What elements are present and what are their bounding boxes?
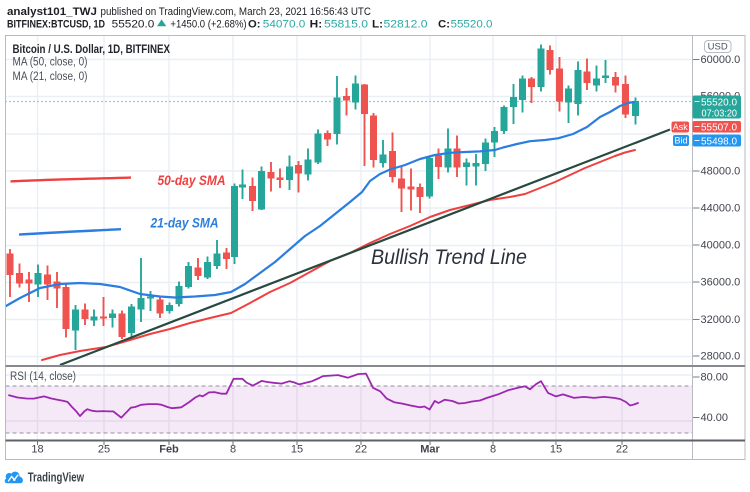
svg-text:C:: C: [438, 19, 450, 31]
svg-text:40.00: 40.00 [701, 412, 729, 424]
svg-text:L:: L: [372, 19, 383, 31]
svg-text:O:: O: [248, 19, 261, 31]
svg-text:8: 8 [230, 444, 236, 456]
svg-text:Bullish Trend Line: Bullish Trend Line [371, 246, 527, 269]
svg-text:8: 8 [490, 444, 496, 456]
svg-text:32000.0: 32000.0 [701, 314, 741, 326]
svg-text:55507.0: 55507.0 [701, 122, 737, 134]
svg-text:60000.0: 60000.0 [701, 54, 741, 66]
svg-text:21-day SMA: 21-day SMA [150, 216, 219, 231]
svg-text:RSI (14, close): RSI (14, close) [10, 371, 76, 383]
svg-text:22: 22 [355, 444, 367, 456]
svg-text:36000.0: 36000.0 [701, 277, 741, 289]
svg-text:55520.0: 55520.0 [701, 97, 737, 109]
svg-text:BITFINEX:BTCUSD, 1D: BITFINEX:BTCUSD, 1D [7, 19, 105, 31]
svg-text:MA (21, close, 0): MA (21, close, 0) [13, 71, 88, 83]
svg-text:44000.0: 44000.0 [701, 203, 741, 215]
svg-text:H:: H: [310, 19, 323, 31]
svg-text:55498.0: 55498.0 [701, 136, 737, 148]
svg-text:50-day SMA: 50-day SMA [158, 173, 226, 188]
svg-text:+1450.0 (+2.68%): +1450.0 (+2.68%) [170, 19, 246, 31]
svg-text:52812.0: 52812.0 [384, 19, 428, 31]
svg-text:40000.0: 40000.0 [701, 240, 741, 252]
svg-text:55520.0: 55520.0 [451, 19, 493, 31]
svg-text:analyst101_TWJ: analyst101_TWJ [7, 6, 97, 18]
svg-text:07:03:20: 07:03:20 [702, 108, 738, 120]
svg-text:Bid: Bid [674, 136, 687, 146]
svg-text:15: 15 [291, 444, 303, 456]
svg-text:54070.0: 54070.0 [263, 19, 306, 31]
svg-text:25: 25 [98, 444, 110, 456]
svg-text:USD: USD [708, 42, 728, 53]
svg-text:18: 18 [31, 444, 43, 456]
svg-text:Bitcoin / U.S. Dollar, 1D, BIT: Bitcoin / U.S. Dollar, 1D, BITFINEX [13, 44, 171, 56]
svg-text:48000.0: 48000.0 [701, 166, 741, 178]
svg-text:15: 15 [550, 444, 562, 456]
svg-text:TradingView: TradingView [28, 470, 85, 484]
svg-text:55520.0: 55520.0 [112, 19, 155, 31]
svg-text:28000.0: 28000.0 [701, 351, 741, 363]
svg-text:Ask: Ask [673, 122, 689, 132]
svg-text:published on TradingView.com,: published on TradingView.com, March 23, … [101, 6, 372, 18]
svg-text:22: 22 [616, 444, 628, 456]
svg-text:MA (50, close, 0): MA (50, close, 0) [13, 57, 88, 69]
svg-text:80.00: 80.00 [701, 372, 729, 384]
svg-text:Feb: Feb [159, 444, 179, 456]
svg-text:55815.0: 55815.0 [324, 19, 368, 31]
svg-text:Mar: Mar [420, 444, 440, 456]
